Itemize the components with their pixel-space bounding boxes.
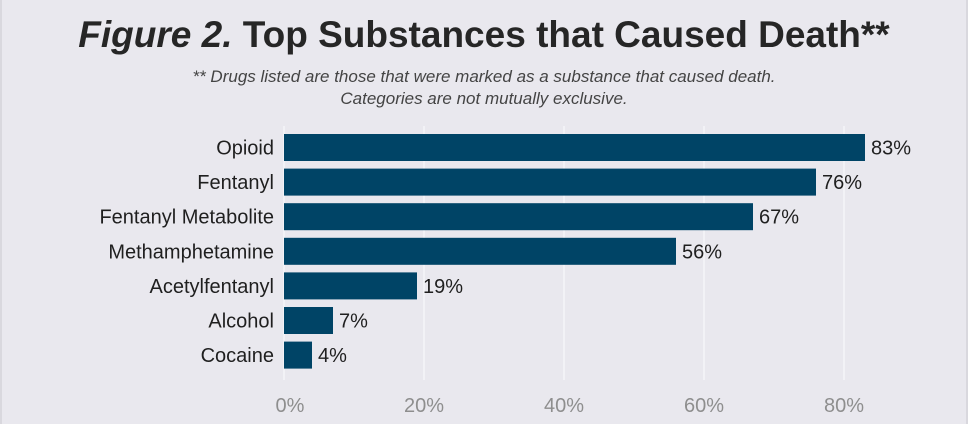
bar: [284, 168, 816, 196]
subtitle-line-2: Categories are not mutually exclusive.: [340, 89, 628, 108]
category-label: Acetylfentanyl: [149, 276, 274, 298]
category-label: Alcohol: [208, 311, 274, 333]
data-label: 67%: [759, 207, 799, 229]
bar: [284, 203, 753, 231]
x-tick-label: 0%: [276, 395, 305, 417]
x-tick-label: 20%: [404, 395, 444, 417]
category-label: Opioid: [216, 138, 274, 160]
data-label: 76%: [822, 172, 862, 194]
data-label: 19%: [423, 276, 463, 298]
data-label: 4%: [318, 345, 347, 367]
chart-title-text: Top Substances that Caused Death**: [242, 14, 890, 55]
category-label: Methamphetamine: [108, 241, 274, 263]
bar: [284, 237, 676, 265]
bar: [284, 307, 333, 334]
category-label: Fentanyl: [197, 172, 274, 194]
data-label: 7%: [339, 311, 368, 333]
bar: [284, 134, 865, 161]
x-tick-label: 40%: [544, 395, 584, 417]
bar: [284, 272, 417, 300]
category-label: Fentanyl Metabolite: [99, 207, 274, 229]
data-label: 83%: [871, 138, 911, 160]
chart-subtitle: ** Drugs listed are those that were mark…: [2, 66, 966, 110]
bar: [284, 341, 312, 369]
subtitle-line-1: ** Drugs listed are those that were mark…: [192, 67, 776, 86]
data-label: 56%: [682, 241, 722, 263]
figure-number: Figure 2.: [78, 14, 233, 55]
chart-title: Figure 2. Top Substances that Caused Dea…: [2, 14, 966, 56]
x-tick-label: 80%: [824, 395, 864, 417]
x-tick-label: 60%: [684, 395, 724, 417]
category-label: Cocaine: [201, 345, 274, 367]
